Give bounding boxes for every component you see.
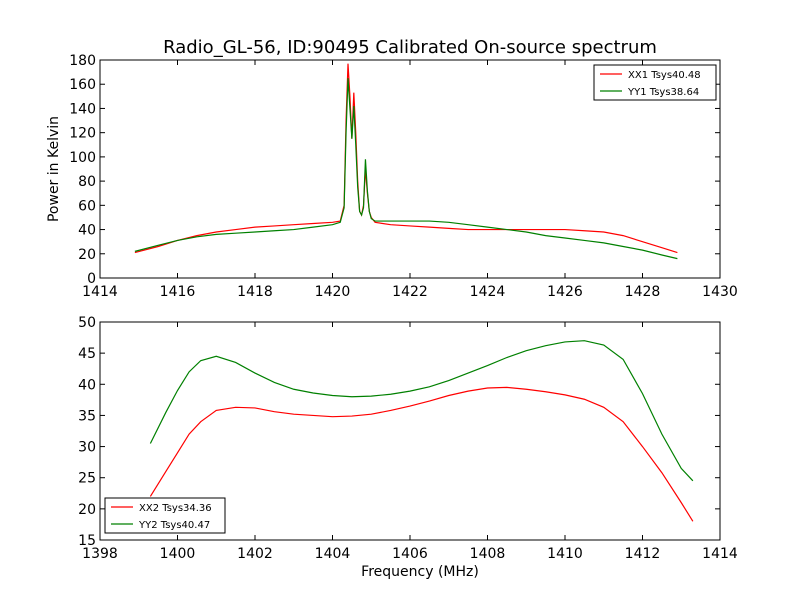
x-tick-label: 1404 — [315, 546, 351, 562]
x-tick-label: 1420 — [315, 284, 351, 300]
x-tick-label: 1424 — [470, 284, 506, 300]
y-tick-label: 80 — [78, 174, 96, 190]
x-tick-label: 1414 — [702, 546, 738, 562]
x-axis-label: Frequency (MHz) — [361, 564, 479, 580]
legend-box — [104, 497, 226, 534]
series-line-2-2 — [149, 340, 694, 482]
y-tick-label: 180 — [69, 53, 96, 69]
x-tick-label: 1410 — [547, 546, 583, 562]
x-tick-label: 1400 — [160, 546, 196, 562]
x-tick-label: 1408 — [470, 546, 506, 562]
x-tick-label: 1406 — [392, 546, 428, 562]
top-spectrum-panel: 1414 1416 1418 1420 1422 1424 1426 1428 1430 0 20 4… — [46, 53, 738, 300]
series-line-1-2 — [134, 78, 678, 260]
x-tick-label: 1402 — [237, 546, 273, 562]
x-tick-label: 1414 — [82, 284, 118, 300]
y-tick-label: 60 — [78, 198, 96, 214]
y-tick-label: 120 — [69, 126, 96, 142]
y-tick-label: 20 — [78, 502, 96, 518]
x-tick-label: 1398 — [82, 546, 118, 562]
y-tick-label: 20 — [78, 247, 96, 263]
y-tick-label: 30 — [78, 440, 96, 456]
x-tick-label: 1428 — [625, 284, 661, 300]
y-tick-label: 45 — [78, 346, 96, 362]
series-line-2-1 — [149, 386, 694, 522]
legend-label: XX2 Tsys34.36 — [139, 503, 212, 514]
x-tick-label: 1430 — [702, 284, 738, 300]
legend: XX2 Tsys34.36 YY2 Tsys40.47 — [104, 497, 226, 534]
y-tick-label: 15 — [78, 533, 96, 549]
y-tick-label: 50 — [78, 315, 96, 331]
y-tick-label: 100 — [69, 150, 96, 166]
y-tick-label: 35 — [78, 408, 96, 424]
legend: XX1 Tsys40.48 YY1 Tsys38.64 — [593, 64, 717, 101]
x-tick-label: 1418 — [237, 284, 273, 300]
x-tick-label: 1412 — [625, 546, 661, 562]
y-tick-label: 40 — [78, 377, 96, 393]
x-tick-label: 1422 — [392, 284, 428, 300]
x-tick-label: 1416 — [160, 284, 196, 300]
y-tick-label: 0 — [87, 271, 96, 287]
legend-label: XX1 Tsys40.48 — [628, 70, 701, 81]
chart-title: Radio_GL-56, ID:90495 Calibrated On-sour… — [163, 37, 657, 58]
legend-label: YY1 Tsys38.64 — [627, 87, 699, 98]
legend-box — [593, 64, 717, 101]
y-tick-label: 160 — [69, 77, 96, 93]
y-tick-label: 25 — [78, 471, 96, 487]
x-tick-label: 1426 — [547, 284, 583, 300]
y-tick-label: 140 — [69, 101, 96, 117]
y-axis-label: Power in Kelvin — [46, 116, 62, 222]
legend-label: YY2 Tsys40.47 — [138, 520, 210, 531]
bottom-spectrum-panel: 1398 1400 1402 1404 1406 1408 1410 1412 1414 15 20… — [78, 315, 738, 580]
y-tick-label: 40 — [78, 223, 96, 239]
